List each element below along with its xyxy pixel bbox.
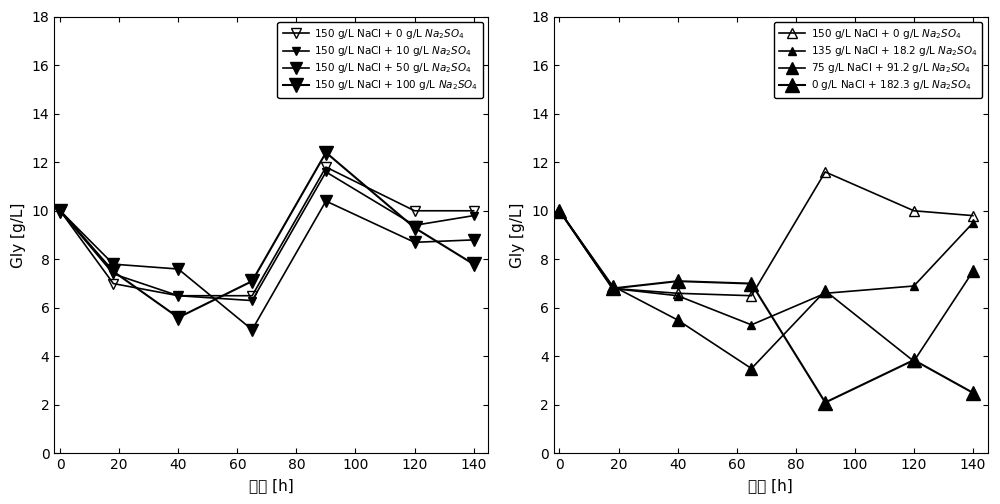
Line: 150 g/L NaCl + 0 g/L $Na_2SO_4$: 150 g/L NaCl + 0 g/L $Na_2SO_4$	[55, 162, 478, 300]
X-axis label: 时间 [h]: 时间 [h]	[748, 478, 793, 493]
150 g/L NaCl + 50 g/L $Na_2SO_4$	[409, 239, 421, 245]
150 g/L NaCl + 10 g/L $Na_2SO_4$	[409, 222, 421, 228]
150 g/L NaCl + 10 g/L $Na_2SO_4$	[54, 208, 66, 214]
150 g/L NaCl + 0 g/L $Na_2SO_4$	[409, 208, 421, 214]
150 g/L NaCl + 10 g/L $Na_2SO_4$	[320, 169, 332, 175]
135 g/L NaCl + 18.2 g/L $Na_2SO_4$	[745, 322, 757, 328]
Line: 150 g/L NaCl + 0 g/L $Na_2SO_4$: 150 g/L NaCl + 0 g/L $Na_2SO_4$	[555, 167, 978, 300]
150 g/L NaCl + 0 g/L $Na_2SO_4$	[607, 285, 619, 291]
Line: 135 g/L NaCl + 18.2 g/L $Na_2SO_4$: 135 g/L NaCl + 18.2 g/L $Na_2SO_4$	[555, 207, 977, 329]
Line: 0 g/L NaCl + 182.3 g/L $Na_2SO_4$: 0 g/L NaCl + 182.3 g/L $Na_2SO_4$	[553, 204, 980, 409]
150 g/L NaCl + 10 g/L $Na_2SO_4$	[172, 293, 184, 299]
150 g/L NaCl + 0 g/L $Na_2SO_4$	[819, 169, 831, 175]
135 g/L NaCl + 18.2 g/L $Na_2SO_4$	[819, 290, 831, 296]
135 g/L NaCl + 18.2 g/L $Na_2SO_4$	[908, 283, 920, 289]
0 g/L NaCl + 182.3 g/L $Na_2SO_4$	[607, 285, 619, 291]
150 g/L NaCl + 50 g/L $Na_2SO_4$	[107, 261, 119, 267]
Legend: 150 g/L NaCl + 0 g/L $Na_2SO_4$, 150 g/L NaCl + 10 g/L $Na_2SO_4$, 150 g/L NaCl : 150 g/L NaCl + 0 g/L $Na_2SO_4$, 150 g/L…	[277, 22, 483, 98]
150 g/L NaCl + 50 g/L $Na_2SO_4$	[54, 208, 66, 214]
75 g/L NaCl + 91.2 g/L $Na_2SO_4$	[967, 269, 979, 275]
Y-axis label: Gly [g/L]: Gly [g/L]	[11, 202, 26, 268]
0 g/L NaCl + 182.3 g/L $Na_2SO_4$	[745, 281, 757, 287]
150 g/L NaCl + 100 g/L $Na_2SO_4$	[172, 314, 184, 321]
150 g/L NaCl + 0 g/L $Na_2SO_4$	[553, 208, 565, 214]
Line: 150 g/L NaCl + 100 g/L $Na_2SO_4$: 150 g/L NaCl + 100 g/L $Na_2SO_4$	[53, 146, 481, 325]
150 g/L NaCl + 100 g/L $Na_2SO_4$	[468, 261, 480, 267]
135 g/L NaCl + 18.2 g/L $Na_2SO_4$	[672, 293, 684, 299]
75 g/L NaCl + 91.2 g/L $Na_2SO_4$	[607, 283, 619, 289]
0 g/L NaCl + 182.3 g/L $Na_2SO_4$	[967, 390, 979, 396]
X-axis label: 时间 [h]: 时间 [h]	[249, 478, 294, 493]
150 g/L NaCl + 50 g/L $Na_2SO_4$	[246, 327, 258, 333]
150 g/L NaCl + 100 g/L $Na_2SO_4$	[409, 225, 421, 231]
150 g/L NaCl + 100 g/L $Na_2SO_4$	[246, 278, 258, 284]
150 g/L NaCl + 50 g/L $Na_2SO_4$	[172, 266, 184, 272]
150 g/L NaCl + 0 g/L $Na_2SO_4$	[246, 293, 258, 299]
0 g/L NaCl + 182.3 g/L $Na_2SO_4$	[908, 357, 920, 363]
150 g/L NaCl + 0 g/L $Na_2SO_4$	[672, 290, 684, 296]
150 g/L NaCl + 0 g/L $Na_2SO_4$	[908, 208, 920, 214]
150 g/L NaCl + 0 g/L $Na_2SO_4$	[468, 208, 480, 214]
135 g/L NaCl + 18.2 g/L $Na_2SO_4$	[967, 220, 979, 226]
135 g/L NaCl + 18.2 g/L $Na_2SO_4$	[553, 208, 565, 214]
150 g/L NaCl + 0 g/L $Na_2SO_4$	[54, 208, 66, 214]
150 g/L NaCl + 0 g/L $Na_2SO_4$	[320, 164, 332, 170]
Line: 150 g/L NaCl + 10 g/L $Na_2SO_4$: 150 g/L NaCl + 10 g/L $Na_2SO_4$	[56, 168, 478, 305]
Line: 75 g/L NaCl + 91.2 g/L $Na_2SO_4$: 75 g/L NaCl + 91.2 g/L $Na_2SO_4$	[554, 205, 978, 374]
150 g/L NaCl + 100 g/L $Na_2SO_4$	[107, 269, 119, 275]
75 g/L NaCl + 91.2 g/L $Na_2SO_4$	[672, 317, 684, 323]
150 g/L NaCl + 0 g/L $Na_2SO_4$	[107, 281, 119, 287]
150 g/L NaCl + 50 g/L $Na_2SO_4$	[320, 198, 332, 204]
150 g/L NaCl + 10 g/L $Na_2SO_4$	[468, 213, 480, 219]
150 g/L NaCl + 0 g/L $Na_2SO_4$	[967, 213, 979, 219]
0 g/L NaCl + 182.3 g/L $Na_2SO_4$	[819, 400, 831, 406]
150 g/L NaCl + 10 g/L $Na_2SO_4$	[107, 271, 119, 277]
75 g/L NaCl + 91.2 g/L $Na_2SO_4$	[908, 358, 920, 364]
Legend: 150 g/L NaCl + 0 g/L $Na_2SO_4$, 135 g/L NaCl + 18.2 g/L $Na_2SO_4$, 75 g/L NaCl: 150 g/L NaCl + 0 g/L $Na_2SO_4$, 135 g/L…	[774, 22, 982, 98]
Y-axis label: Gly [g/L]: Gly [g/L]	[510, 202, 525, 268]
150 g/L NaCl + 100 g/L $Na_2SO_4$	[320, 150, 332, 156]
75 g/L NaCl + 91.2 g/L $Na_2SO_4$	[819, 288, 831, 294]
150 g/L NaCl + 0 g/L $Na_2SO_4$	[745, 293, 757, 299]
150 g/L NaCl + 100 g/L $Na_2SO_4$	[54, 208, 66, 214]
150 g/L NaCl + 0 g/L $Na_2SO_4$	[172, 293, 184, 299]
135 g/L NaCl + 18.2 g/L $Na_2SO_4$	[607, 285, 619, 291]
Line: 150 g/L NaCl + 50 g/L $Na_2SO_4$: 150 g/L NaCl + 50 g/L $Na_2SO_4$	[55, 196, 479, 335]
150 g/L NaCl + 50 g/L $Na_2SO_4$	[468, 237, 480, 243]
75 g/L NaCl + 91.2 g/L $Na_2SO_4$	[745, 365, 757, 371]
150 g/L NaCl + 10 g/L $Na_2SO_4$	[246, 297, 258, 303]
0 g/L NaCl + 182.3 g/L $Na_2SO_4$	[672, 278, 684, 284]
75 g/L NaCl + 91.2 g/L $Na_2SO_4$	[553, 208, 565, 214]
0 g/L NaCl + 182.3 g/L $Na_2SO_4$	[553, 208, 565, 214]
